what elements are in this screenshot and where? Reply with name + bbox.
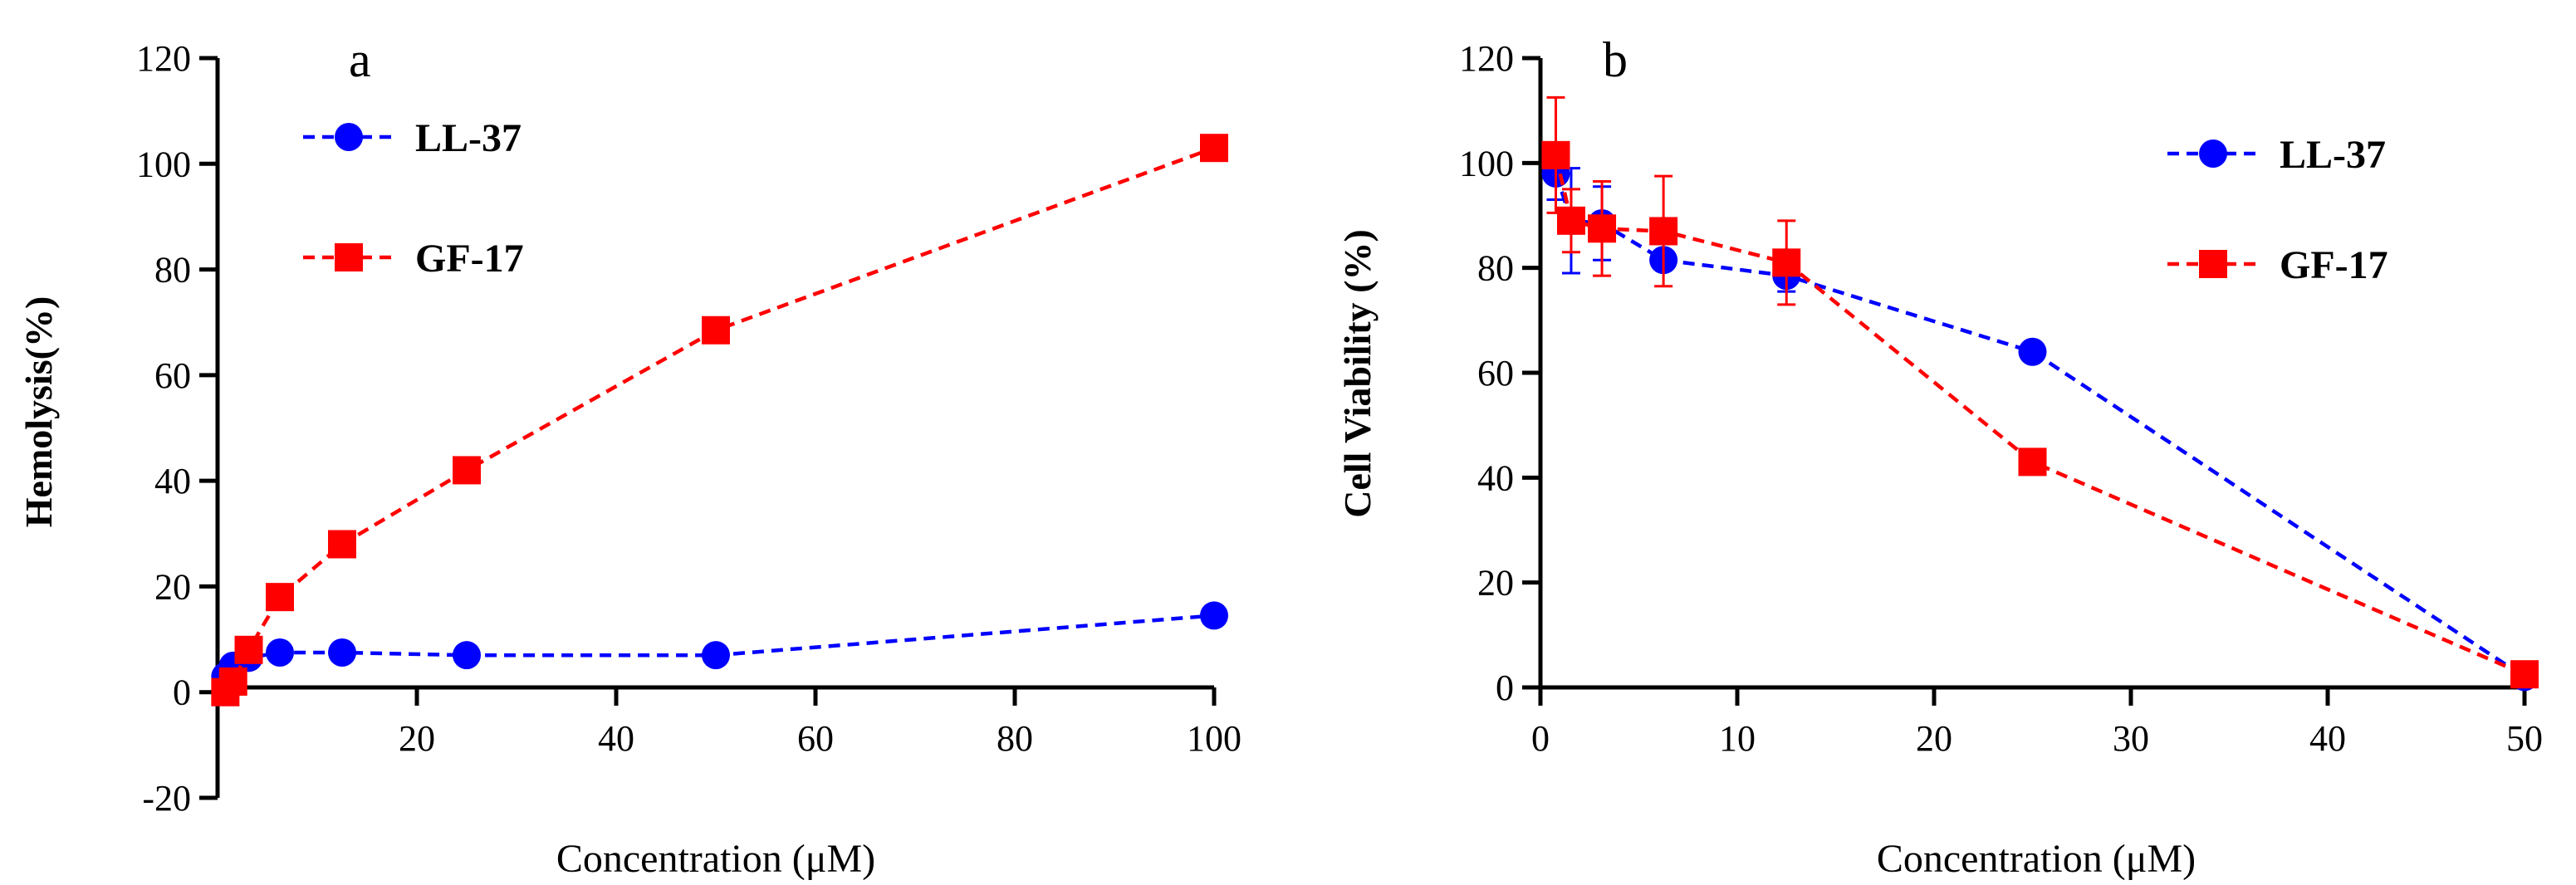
panel-a-gf-17-point [328,530,356,559]
panel-a-gf-17-point [1200,134,1228,163]
panel-a-hemolysis-chart: a -20 0 20 40 60 80 100 120 20 40 60 80 100 Concent… [17,32,1241,881]
panel-a-gf-17-point [234,635,263,664]
panel-a-x-tick-label: 80 [997,718,1033,759]
panel-b-y-tick-label: 60 [1477,353,1514,394]
panel-a-ll-37-point [266,638,294,667]
panel-b-x-tick-label: 40 [2309,718,2346,759]
panel-a-legend-ll37-marker [335,123,363,151]
panel-b-gf-17-point [1649,217,1678,246]
panel-b-y-tick-label: 40 [1477,457,1514,498]
panel-b-y-axis-title: Cell Viability (%) [1336,229,1379,518]
panel-b-gf-17-point [1556,206,1585,235]
panel-a-legend-gf17-label: GF-17 [415,237,524,281]
panel-b-legend-ll37-marker [2199,139,2227,168]
panel-b-y-tick-label: 80 [1477,248,1514,289]
panel-a-x-tick-label: 60 [797,718,834,759]
panel-b-gf-17-point [1541,140,1570,169]
panel-a-legend: LL-37 GF-17 [303,116,524,281]
panel-a-y-tick-label: 100 [136,144,191,184]
panel-b-x-axis-title: Concentration (μM) [1877,837,2196,881]
panel-b-gf-17-point [2018,447,2047,477]
panel-b-gf-17-series [1541,95,2539,689]
panel-a-x-tick-label: 100 [1187,718,1241,759]
panel-b-ll-37-series [1541,145,2539,692]
panel-a-y-tick-label: 20 [154,566,191,607]
panel-b-legend-gf17-label: GF-17 [2280,243,2388,287]
panel-b-gf-17-point [1772,248,1801,277]
panel-b-gf-17-point [2510,660,2539,689]
panel-a-ll-37-point [1200,601,1228,630]
panel-a-label: a [349,32,371,87]
panel-b-y-tick-label: 120 [1459,38,1514,79]
panel-a-ll-37-series [211,601,1228,691]
panel-b-legend-gf17-marker [2199,250,2227,278]
panel-a-y-tick-label: 120 [136,38,191,79]
panel-b-cell-viability-chart: b 0 20 40 60 80 100 120 0 10 20 30 40 50 Concentrat… [1336,32,2543,881]
panel-a-y-tick-label: 0 [173,672,191,713]
panel-a-x-tick-label: 40 [598,718,634,759]
panel-b-y-tick-label: 0 [1496,667,1514,708]
panel-a-gf-17-series [211,134,1228,707]
panel-a-y-tick-label: 40 [154,461,191,501]
panel-a-gf-17-point [702,315,730,345]
panel-b-x-tick-label: 30 [2113,718,2149,759]
panel-a-gf-17-line [223,146,1215,694]
panel-b-label: b [1603,32,1628,87]
panel-a-gf-17-point [453,456,481,485]
panel-b-x-tick-label: 10 [1719,718,1756,759]
panel-b-x-tick-label: 50 [2506,718,2543,759]
panel-a-ll-37-point [702,641,730,670]
panel-b-x-tick-label: 0 [1531,718,1550,759]
panel-a-gf-17-point [218,667,247,696]
panel-a-y-axis-title: Hemolysis(%) [17,296,60,528]
panel-b-x-tick-label: 20 [1916,718,1952,759]
panel-a-ll-37-point [453,641,481,670]
panel-b-gf-17-line [1554,154,2525,677]
panel-b-gf-17-point [1588,214,1617,243]
panel-b-y-tick-label: 20 [1477,563,1514,604]
panel-a-y-tick-label: 80 [154,250,191,291]
panel-a-legend-ll37-label: LL-37 [415,116,522,160]
panel-b-ll-37-point [2018,337,2047,366]
panel-a-gf-17-point [266,583,294,612]
panel-b-y-tick-label: 100 [1459,143,1514,183]
panel-b-legend: LL-37 GF-17 [2167,133,2388,287]
panel-a-legend-gf17-marker [335,243,363,271]
panel-a-x-axis-title: Concentration (μM) [556,837,875,881]
panel-a-y-tick-label: 60 [154,355,191,396]
panel-a-y-tick-label: -20 [142,778,191,819]
panel-b-legend-ll37-label: LL-37 [2280,133,2386,177]
panel-a-x-tick-label: 20 [399,718,435,759]
panel-a-ll-37-point [328,638,356,667]
